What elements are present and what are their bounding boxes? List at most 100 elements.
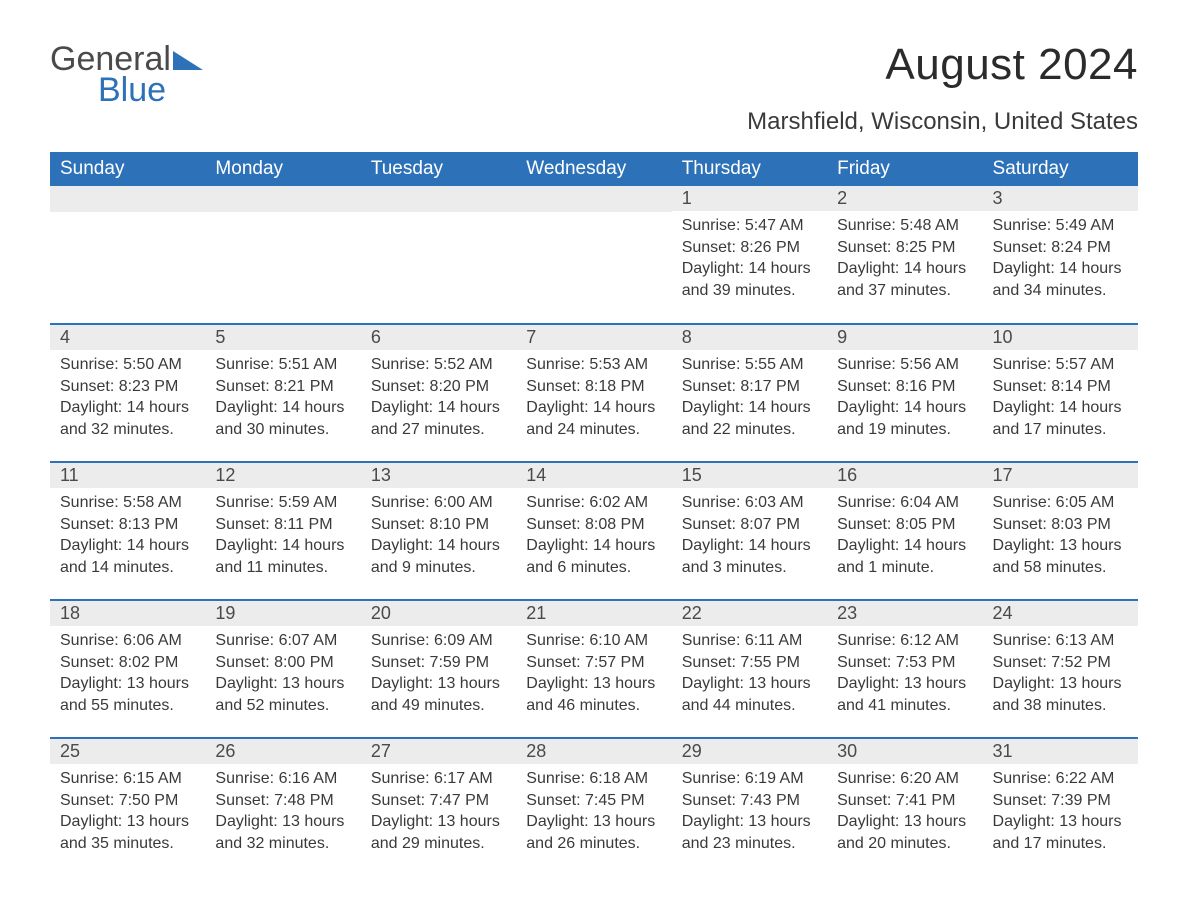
sunrise-line-label: Sunrise: <box>837 770 900 787</box>
sunset-line-value: 8:03 PM <box>1051 516 1111 533</box>
sunset-line-label: Sunset: <box>526 378 585 395</box>
sunset-line-label: Sunset: <box>526 654 585 671</box>
logo-triangle-icon <box>173 40 207 79</box>
calendar-day-cell: 1Sunrise: 5:47 AMSunset: 8:26 PMDaylight… <box>672 186 827 324</box>
day-number: 14 <box>516 463 671 488</box>
sunrise-line-label: Sunrise: <box>526 494 589 511</box>
calendar-day-cell: 7Sunrise: 5:53 AMSunset: 8:18 PMDaylight… <box>516 324 671 462</box>
calendar-row: 11Sunrise: 5:58 AMSunset: 8:13 PMDayligh… <box>50 462 1138 600</box>
sunset-line-label: Sunset: <box>371 516 430 533</box>
sunset-line: Sunset: 8:05 PM <box>837 514 972 536</box>
day-number: 21 <box>516 601 671 626</box>
sunset-line: Sunset: 7:53 PM <box>837 652 972 674</box>
day-details: Sunrise: 5:59 AMSunset: 8:11 PMDaylight:… <box>205 488 360 584</box>
sunset-line-value: 8:13 PM <box>119 516 179 533</box>
calendar-day-cell: 18Sunrise: 6:06 AMSunset: 8:02 PMDayligh… <box>50 600 205 738</box>
sunrise-line-label: Sunrise: <box>60 494 123 511</box>
sunset-line-label: Sunset: <box>215 792 274 809</box>
sunrise-line-value: 6:04 AM <box>900 494 959 511</box>
day-number-empty <box>205 186 360 212</box>
day-details: Sunrise: 5:56 AMSunset: 8:16 PMDaylight:… <box>827 350 982 446</box>
day-details: Sunrise: 6:12 AMSunset: 7:53 PMDaylight:… <box>827 626 982 722</box>
daylight-line: Daylight: 13 hours and 41 minutes. <box>837 673 972 716</box>
daylight-line: Daylight: 14 hours and 34 minutes. <box>993 258 1128 301</box>
calendar-day-cell: 12Sunrise: 5:59 AMSunset: 8:11 PMDayligh… <box>205 462 360 600</box>
sunset-line: Sunset: 7:50 PM <box>60 790 195 812</box>
weekday-header-row: SundayMondayTuesdayWednesdayThursdayFrid… <box>50 152 1138 186</box>
sunset-line-label: Sunset: <box>837 516 896 533</box>
sunset-line: Sunset: 8:18 PM <box>526 376 661 398</box>
daylight-label: Daylight: <box>526 399 593 416</box>
sunset-line-value: 7:59 PM <box>430 654 490 671</box>
sunrise-line: Sunrise: 6:16 AM <box>215 768 350 790</box>
daylight-line: Daylight: 14 hours and 9 minutes. <box>371 535 506 578</box>
sunrise-line-label: Sunrise: <box>682 770 745 787</box>
day-details: Sunrise: 6:02 AMSunset: 8:08 PMDaylight:… <box>516 488 671 584</box>
daylight-label: Daylight: <box>60 675 127 692</box>
sunrise-line: Sunrise: 6:22 AM <box>993 768 1128 790</box>
day-number: 2 <box>827 186 982 211</box>
daylight-line: Daylight: 14 hours and 39 minutes. <box>682 258 817 301</box>
day-details: Sunrise: 5:48 AMSunset: 8:25 PMDaylight:… <box>827 211 982 307</box>
sunrise-line-value: 6:00 AM <box>434 494 493 511</box>
daylight-label: Daylight: <box>60 813 127 830</box>
calendar-table: SundayMondayTuesdayWednesdayThursdayFrid… <box>50 152 1138 876</box>
daylight-label: Daylight: <box>371 675 438 692</box>
sunrise-line: Sunrise: 6:07 AM <box>215 630 350 652</box>
day-number: 23 <box>827 601 982 626</box>
daylight-label: Daylight: <box>837 260 904 277</box>
calendar-day-cell: 5Sunrise: 5:51 AMSunset: 8:21 PMDaylight… <box>205 324 360 462</box>
sunset-line-value: 7:43 PM <box>740 792 800 809</box>
daylight-label: Daylight: <box>371 399 438 416</box>
day-number: 8 <box>672 325 827 350</box>
calendar-day-cell: 31Sunrise: 6:22 AMSunset: 7:39 PMDayligh… <box>983 738 1138 876</box>
sunrise-line-value: 6:13 AM <box>1056 632 1115 649</box>
day-number: 18 <box>50 601 205 626</box>
day-details: Sunrise: 6:07 AMSunset: 8:00 PMDaylight:… <box>205 626 360 722</box>
sunrise-line-label: Sunrise: <box>837 494 900 511</box>
calendar-empty-cell <box>205 186 360 324</box>
sunrise-line: Sunrise: 5:57 AM <box>993 354 1128 376</box>
day-details: Sunrise: 6:04 AMSunset: 8:05 PMDaylight:… <box>827 488 982 584</box>
location-subtitle: Marshfield, Wisconsin, United States <box>747 108 1138 136</box>
daylight-line: Daylight: 14 hours and 19 minutes. <box>837 397 972 440</box>
sunrise-line-value: 6:09 AM <box>434 632 493 649</box>
sunset-line-label: Sunset: <box>526 792 585 809</box>
sunrise-line-value: 6:10 AM <box>589 632 648 649</box>
daylight-label: Daylight: <box>60 537 127 554</box>
day-number: 1 <box>672 186 827 211</box>
weekday-header: Monday <box>205 152 360 186</box>
sunrise-line: Sunrise: 5:49 AM <box>993 215 1128 237</box>
daylight-label: Daylight: <box>215 399 282 416</box>
daylight-line: Daylight: 13 hours and 52 minutes. <box>215 673 350 716</box>
daylight-label: Daylight: <box>993 399 1060 416</box>
header: General Blue August 2024 Marshfield, Wis… <box>50 40 1138 144</box>
daylight-label: Daylight: <box>837 537 904 554</box>
sunrise-line-value: 5:58 AM <box>123 494 182 511</box>
sunset-line-label: Sunset: <box>215 516 274 533</box>
day-details: Sunrise: 6:20 AMSunset: 7:41 PMDaylight:… <box>827 764 982 860</box>
sunset-line-label: Sunset: <box>993 654 1052 671</box>
sunrise-line: Sunrise: 6:10 AM <box>526 630 661 652</box>
day-details: Sunrise: 6:11 AMSunset: 7:55 PMDaylight:… <box>672 626 827 722</box>
sunrise-line: Sunrise: 6:04 AM <box>837 492 972 514</box>
calendar-day-cell: 23Sunrise: 6:12 AMSunset: 7:53 PMDayligh… <box>827 600 982 738</box>
sunset-line-value: 7:47 PM <box>430 792 490 809</box>
calendar-day-cell: 19Sunrise: 6:07 AMSunset: 8:00 PMDayligh… <box>205 600 360 738</box>
calendar-day-cell: 25Sunrise: 6:15 AMSunset: 7:50 PMDayligh… <box>50 738 205 876</box>
daylight-label: Daylight: <box>371 813 438 830</box>
day-details: Sunrise: 5:52 AMSunset: 8:20 PMDaylight:… <box>361 350 516 446</box>
sunset-line-value: 8:25 PM <box>896 239 956 256</box>
daylight-label: Daylight: <box>993 813 1060 830</box>
daylight-line: Daylight: 13 hours and 17 minutes. <box>993 811 1128 854</box>
sunrise-line: Sunrise: 5:59 AM <box>215 492 350 514</box>
sunset-line: Sunset: 8:25 PM <box>837 237 972 259</box>
sunrise-line: Sunrise: 6:17 AM <box>371 768 506 790</box>
sunrise-line: Sunrise: 5:55 AM <box>682 354 817 376</box>
daylight-label: Daylight: <box>526 675 593 692</box>
sunset-line-value: 8:16 PM <box>896 378 956 395</box>
sunrise-line-value: 6:05 AM <box>1056 494 1115 511</box>
day-number: 22 <box>672 601 827 626</box>
day-number: 12 <box>205 463 360 488</box>
daylight-label: Daylight: <box>837 675 904 692</box>
